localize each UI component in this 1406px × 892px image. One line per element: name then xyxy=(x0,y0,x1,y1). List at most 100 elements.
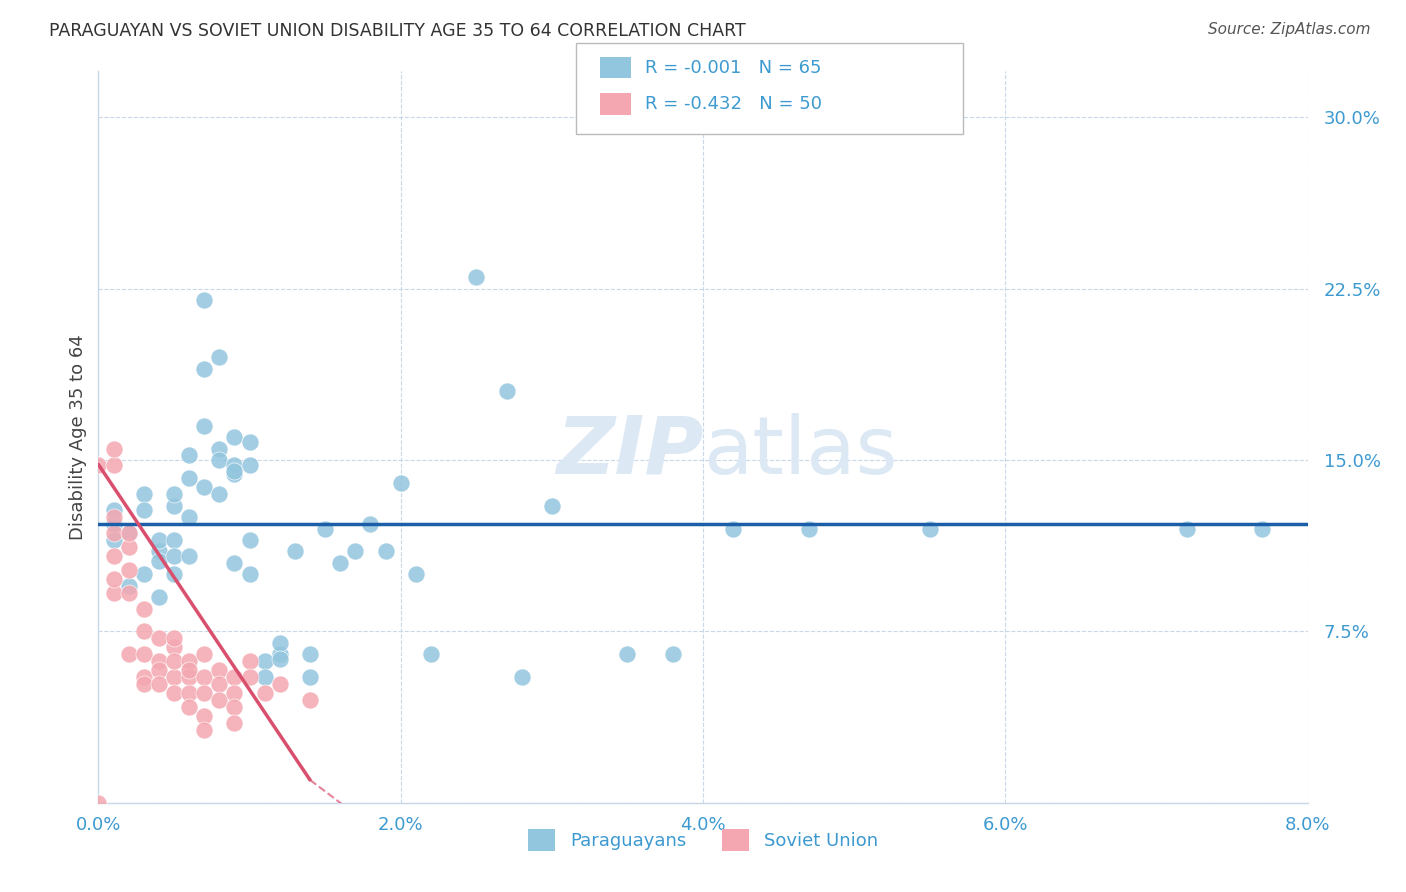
Point xyxy=(179,699,201,714)
Point xyxy=(510,670,533,684)
Point xyxy=(132,567,155,582)
Point xyxy=(148,553,170,567)
Point xyxy=(193,723,215,737)
Point xyxy=(103,549,125,563)
Point xyxy=(495,384,517,399)
Point xyxy=(163,640,186,655)
Point xyxy=(103,442,125,456)
Point xyxy=(269,652,291,666)
Point xyxy=(179,686,201,700)
Point xyxy=(132,677,155,691)
Point xyxy=(193,670,215,684)
Point xyxy=(661,647,683,661)
Point xyxy=(148,654,170,668)
Point xyxy=(103,526,125,541)
Point xyxy=(299,670,322,684)
Point xyxy=(193,709,215,723)
Point xyxy=(148,544,170,558)
Text: Source: ZipAtlas.com: Source: ZipAtlas.com xyxy=(1208,22,1371,37)
Point xyxy=(208,453,231,467)
Point xyxy=(103,572,125,586)
Point xyxy=(253,654,276,668)
Point xyxy=(239,533,262,547)
Point xyxy=(163,654,186,668)
Point xyxy=(239,654,262,668)
Text: R = -0.432   N = 50: R = -0.432 N = 50 xyxy=(645,95,823,112)
Point xyxy=(239,434,262,449)
Point xyxy=(132,670,155,684)
Point xyxy=(224,464,246,478)
Point xyxy=(405,567,427,582)
Point xyxy=(208,693,231,707)
Point xyxy=(239,567,262,582)
Point xyxy=(103,510,125,524)
Point xyxy=(118,526,141,541)
Point xyxy=(239,670,262,684)
Point xyxy=(179,510,201,524)
Point xyxy=(193,686,215,700)
Point xyxy=(132,503,155,517)
Point xyxy=(389,475,412,490)
Point xyxy=(374,544,396,558)
Point xyxy=(118,540,141,554)
Point xyxy=(918,521,941,535)
Text: atlas: atlas xyxy=(703,413,897,491)
Point xyxy=(299,647,322,661)
Point xyxy=(132,601,155,615)
Point xyxy=(118,585,141,599)
Point xyxy=(208,350,231,364)
Point xyxy=(148,632,170,646)
Point xyxy=(314,521,336,535)
Point xyxy=(163,686,186,700)
Point xyxy=(208,487,231,501)
Point xyxy=(103,503,125,517)
Point xyxy=(1175,521,1198,535)
Point xyxy=(179,471,201,485)
Point xyxy=(224,430,246,444)
Point xyxy=(269,677,291,691)
Point xyxy=(118,647,141,661)
Point xyxy=(103,585,125,599)
Point xyxy=(148,533,170,547)
Point xyxy=(193,480,215,494)
Point xyxy=(179,663,201,677)
Point xyxy=(179,449,201,463)
Y-axis label: Disability Age 35 to 64: Disability Age 35 to 64 xyxy=(69,334,87,540)
Point xyxy=(1251,521,1274,535)
Text: PARAGUAYAN VS SOVIET UNION DISABILITY AGE 35 TO 64 CORRELATION CHART: PARAGUAYAN VS SOVIET UNION DISABILITY AG… xyxy=(49,22,747,40)
Point xyxy=(132,624,155,639)
Point xyxy=(179,549,201,563)
Point xyxy=(224,699,246,714)
Point xyxy=(269,647,291,661)
Point xyxy=(103,516,125,531)
Point xyxy=(87,796,110,810)
Point xyxy=(797,521,820,535)
Point xyxy=(224,715,246,730)
Point xyxy=(465,270,488,285)
Point xyxy=(118,579,141,593)
Point xyxy=(224,686,246,700)
Point xyxy=(208,663,231,677)
Point xyxy=(253,670,276,684)
Point xyxy=(148,677,170,691)
Point xyxy=(118,526,141,541)
Point xyxy=(224,458,246,472)
Point xyxy=(329,556,352,570)
Point xyxy=(723,521,745,535)
Point xyxy=(224,670,246,684)
Point xyxy=(163,567,186,582)
Text: R = -0.001   N = 65: R = -0.001 N = 65 xyxy=(645,59,823,77)
Point xyxy=(163,670,186,684)
Point xyxy=(420,647,443,661)
Point xyxy=(253,686,276,700)
Point xyxy=(193,361,215,376)
Point xyxy=(148,663,170,677)
Point xyxy=(163,487,186,501)
Point xyxy=(616,647,638,661)
Legend: Paraguayans, Soviet Union: Paraguayans, Soviet Union xyxy=(519,820,887,860)
Point xyxy=(163,632,186,646)
Point xyxy=(193,418,215,433)
Point xyxy=(284,544,307,558)
Point xyxy=(118,563,141,577)
Point xyxy=(224,556,246,570)
